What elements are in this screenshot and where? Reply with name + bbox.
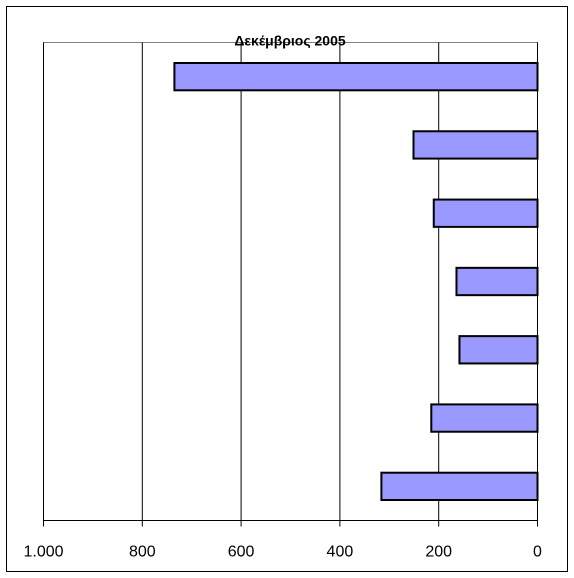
bar <box>455 266 539 297</box>
bar <box>458 335 539 365</box>
bar <box>412 130 539 160</box>
bar <box>173 61 539 92</box>
x-tick-label: 200 <box>425 544 452 561</box>
chart-frame <box>6 6 568 572</box>
x-tick-label: 0 <box>533 544 542 561</box>
x-tick-label: 1.000 <box>23 544 63 561</box>
x-tick-label: 600 <box>228 544 255 561</box>
x-tick-label: 800 <box>129 544 156 561</box>
bar <box>432 198 539 228</box>
chart-title: Δεκέμβριος 2005 <box>234 33 346 49</box>
x-tick-label: 400 <box>327 544 354 561</box>
bar <box>430 403 539 433</box>
bar <box>380 471 539 502</box>
